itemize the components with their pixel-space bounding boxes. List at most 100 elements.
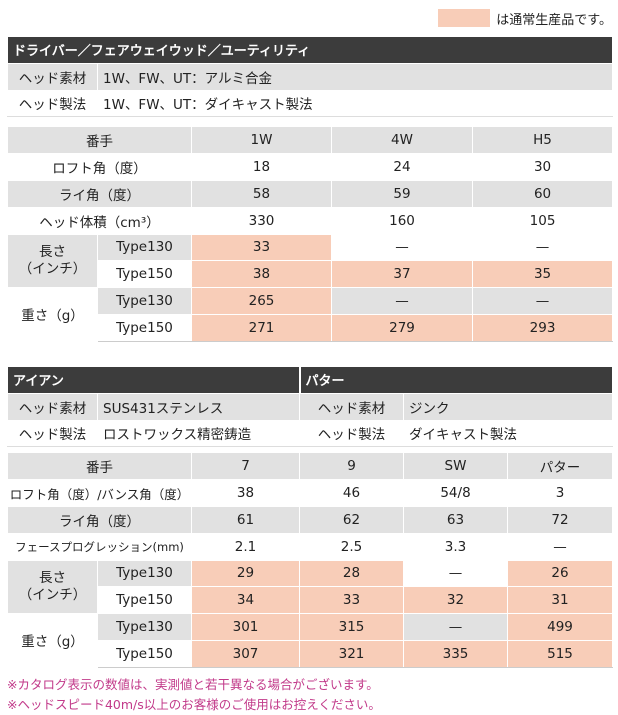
iron-section-title: アイアン: [6, 366, 301, 394]
wood-head-material-label: ヘッド素材: [7, 62, 98, 91]
wood-length-label: 長さ （インチ）: [7, 233, 98, 289]
iron-cell: —: [403, 613, 509, 641]
wood-cell: —: [471, 233, 614, 262]
iron-cell: 31: [507, 586, 614, 615]
wood-cell: 265: [191, 287, 332, 315]
wood-cell: 60: [471, 179, 614, 208]
wood-head-material-value: 1W、FW、UT：アルミ合金: [96, 62, 614, 91]
iron-head-material-label: ヘッド素材: [7, 392, 98, 421]
wood-cell: 58: [191, 179, 332, 208]
wood-col-header-h5: H5: [471, 126, 614, 155]
iron-col-header-9: 9: [299, 452, 405, 481]
legend: は通常生産品です。: [438, 8, 612, 28]
wood-spec-table: ドライバー／フェアウェイウッド／ユーティリティ ヘッド素材 1W、FW、UT：ア…: [6, 36, 614, 342]
iron-row-label: ライ角（度）: [7, 505, 192, 534]
iron-col-header-sw: SW: [403, 452, 509, 481]
iron-cell: 61: [190, 505, 301, 534]
iron-cell: —: [507, 532, 614, 561]
wood-cell: 18: [191, 153, 332, 181]
putter-head-method-value: ダイキャスト製法: [403, 419, 614, 448]
wood-cell: 24: [331, 153, 473, 181]
wood-cell: —: [471, 287, 614, 315]
iron-row-label: フェースプログレッション(mm): [7, 532, 192, 561]
wood-cell: 330: [191, 206, 332, 235]
type130-label: Type130: [97, 233, 192, 262]
wood-cell: 38: [191, 260, 332, 289]
wood-cell: 293: [471, 313, 614, 342]
wood-cell: 33: [191, 233, 332, 262]
wood-cell: —: [331, 287, 473, 315]
type150-label: Type150: [97, 639, 192, 668]
putter-head-method-label: ヘッド製法: [299, 419, 405, 448]
wood-cell: 37: [331, 260, 473, 289]
footnotes: ※カタログ表示の数値は、実測値と若干異なる場合がございます。 ※ヘッドスピード4…: [7, 675, 381, 715]
iron-cell: 321: [299, 639, 405, 668]
iron-cell: 3.3: [403, 532, 509, 561]
iron-cell: 515: [507, 639, 614, 668]
iron-cell: 46: [299, 479, 405, 507]
iron-cell: 62: [299, 505, 405, 534]
iron-cell: 54/8: [403, 479, 509, 507]
wood-head-method-label: ヘッド製法: [7, 89, 98, 118]
iron-cell: 335: [403, 639, 509, 668]
iron-cell: 2.1: [190, 532, 301, 561]
iron-cell: —: [403, 559, 509, 588]
length-label-line1: 長さ: [39, 569, 66, 586]
type150-label: Type150: [97, 313, 192, 342]
wood-cell: 59: [331, 179, 473, 208]
length-label-line1: 長さ: [39, 243, 66, 260]
type130-label: Type130: [97, 287, 192, 315]
putter-head-material-label: ヘッド素材: [299, 392, 405, 421]
type130-label: Type130: [97, 613, 192, 641]
wood-row-label: ライ角（度）: [7, 179, 192, 208]
iron-cell: 34: [190, 586, 301, 615]
iron-cell: 307: [190, 639, 301, 668]
wood-col-header-number: 番手: [7, 126, 192, 155]
iron-col-header-putter: パター: [507, 452, 614, 481]
iron-head-material-value: SUS431ステンレス: [96, 392, 301, 421]
wood-col-header-1w: 1W: [191, 126, 332, 155]
iron-head-method-label: ヘッド製法: [7, 419, 98, 448]
wood-cell: 105: [471, 206, 614, 235]
wood-weight-label: 重さ（g）: [7, 287, 98, 342]
wood-cell: 160: [331, 206, 473, 235]
iron-length-label: 長さ （インチ）: [7, 559, 98, 615]
iron-cell: 3: [507, 479, 614, 507]
wood-cell: 30: [471, 153, 614, 181]
iron-cell: 33: [299, 586, 405, 615]
wood-cell: 35: [471, 260, 614, 289]
iron-cell: 28: [299, 559, 405, 588]
iron-cell: 63: [403, 505, 509, 534]
iron-cell: 301: [190, 613, 301, 641]
iron-cell: 32: [403, 586, 509, 615]
iron-weight-label: 重さ（g）: [7, 613, 98, 668]
iron-row-label: ロフト角（度）/バンス角（度）: [7, 479, 192, 507]
length-label-line2: （インチ）: [18, 586, 87, 603]
iron-col-header-7: 7: [190, 452, 301, 481]
iron-cell: 2.5: [299, 532, 405, 561]
wood-col-header-4w: 4W: [331, 126, 473, 155]
iron-cell: 499: [507, 613, 614, 641]
wood-cell: 279: [331, 313, 473, 342]
type130-label: Type130: [97, 559, 192, 588]
iron-col-header-number: 番手: [7, 452, 192, 481]
wood-section-title: ドライバー／フェアウェイウッド／ユーティリティ: [6, 36, 614, 64]
wood-row-label: ロフト角（度）: [7, 153, 192, 181]
iron-spec-table: アイアン パター ヘッド素材 SUS431ステンレス ヘッド素材 ジンク ヘッド…: [6, 366, 614, 668]
iron-head-method-value: ロストワックス精密鋳造: [96, 419, 301, 448]
wood-cell: 271: [191, 313, 332, 342]
putter-section-title: パター: [298, 366, 614, 394]
wood-head-method-value: 1W、FW、UT：ダイキャスト製法: [96, 89, 614, 118]
iron-cell: 72: [507, 505, 614, 534]
iron-cell: 38: [190, 479, 301, 507]
iron-cell: 26: [507, 559, 614, 588]
wood-row-label: ヘッド体積（cm³）: [7, 206, 192, 235]
putter-head-material-value: ジンク: [403, 392, 614, 421]
legend-text: は通常生産品です。: [496, 12, 612, 28]
footnote: ※ヘッドスピード40m/s以上のお客様のご使用はお控えください。: [7, 697, 381, 712]
footnote: ※カタログ表示の数値は、実測値と若干異なる場合がございます。: [7, 677, 379, 692]
wood-cell: —: [331, 233, 473, 262]
type150-label: Type150: [97, 586, 192, 615]
legend-swatch: [438, 9, 491, 27]
length-label-line2: （インチ）: [18, 260, 87, 277]
